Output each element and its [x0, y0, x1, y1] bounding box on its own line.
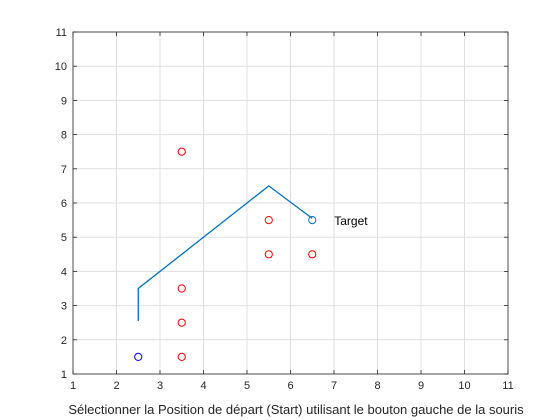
- data-point: [264, 216, 273, 225]
- data-point: [177, 318, 186, 327]
- data-point: [308, 216, 317, 225]
- y-tick-label: 1: [61, 369, 67, 381]
- path-line: [137, 185, 313, 321]
- data-point: [308, 250, 317, 259]
- y-tick-label: 4: [61, 266, 67, 278]
- x-tick-label: 1: [70, 380, 76, 392]
- x-tick-label: 3: [157, 380, 163, 392]
- x-tick-label: 2: [113, 380, 119, 392]
- x-tick-label: 6: [287, 380, 293, 392]
- data-point: [177, 147, 186, 156]
- y-tick-label: 7: [61, 164, 67, 176]
- annotations: Target: [334, 214, 368, 228]
- y-tick-label: 9: [61, 95, 67, 107]
- y-tick-label: 5: [61, 232, 67, 244]
- y-tick-label: 6: [61, 198, 67, 210]
- axes: [72, 31, 509, 375]
- x-tick-label: 9: [418, 380, 424, 392]
- x-axis-label: Sélectionner la Position de départ (Star…: [68, 402, 524, 417]
- data-point: [134, 352, 143, 361]
- y-tick-label: 2: [61, 335, 67, 347]
- x-tick-label: 8: [374, 380, 380, 392]
- y-tick-label: 10: [55, 61, 67, 73]
- y-tick-label: 8: [61, 130, 67, 142]
- data-point: [264, 250, 273, 259]
- data-series: [134, 147, 317, 361]
- annotation-label: Target: [334, 214, 368, 228]
- data-point: [177, 352, 186, 361]
- x-tick-label: 4: [200, 380, 206, 392]
- x-tick-label: 5: [244, 380, 250, 392]
- y-tick-label: 11: [56, 27, 67, 39]
- x-tick-label: 11: [502, 380, 513, 392]
- x-tick-label: 10: [458, 380, 470, 392]
- y-tick-label: 3: [61, 301, 67, 313]
- data-point: [177, 284, 186, 293]
- x-tick-label: 7: [331, 380, 337, 392]
